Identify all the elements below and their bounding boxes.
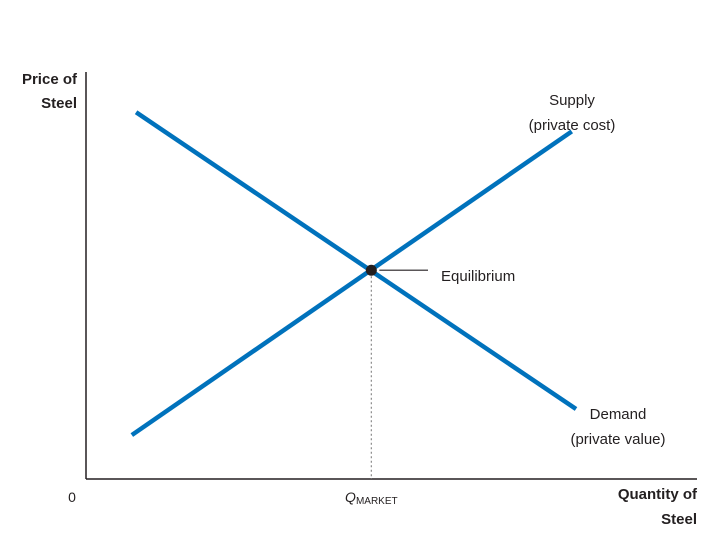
q-market-main: Q bbox=[345, 489, 356, 505]
supply-label-line-2: (private cost) bbox=[529, 117, 616, 134]
q-market-subscript: MARKET bbox=[356, 496, 398, 507]
origin-label: 0 bbox=[68, 489, 76, 505]
demand-label-line-2: (private value) bbox=[570, 431, 665, 448]
q-market-tick-label: QMARKET bbox=[345, 489, 398, 507]
supply-label-line-1: Supply bbox=[549, 92, 595, 109]
x-axis-title-line-2: Steel bbox=[661, 511, 697, 528]
x-axis-title-line-1: Quantity of bbox=[618, 486, 698, 503]
equilibrium-label: Equilibrium bbox=[441, 268, 515, 285]
demand-label-line-1: Demand bbox=[590, 406, 647, 423]
demand-curve bbox=[134, 110, 578, 411]
equilibrium-point bbox=[365, 264, 377, 276]
supply-curve bbox=[130, 129, 574, 437]
y-axis-title-line-1: Price of bbox=[22, 71, 78, 88]
y-axis-title-line-2: Steel bbox=[41, 95, 77, 112]
